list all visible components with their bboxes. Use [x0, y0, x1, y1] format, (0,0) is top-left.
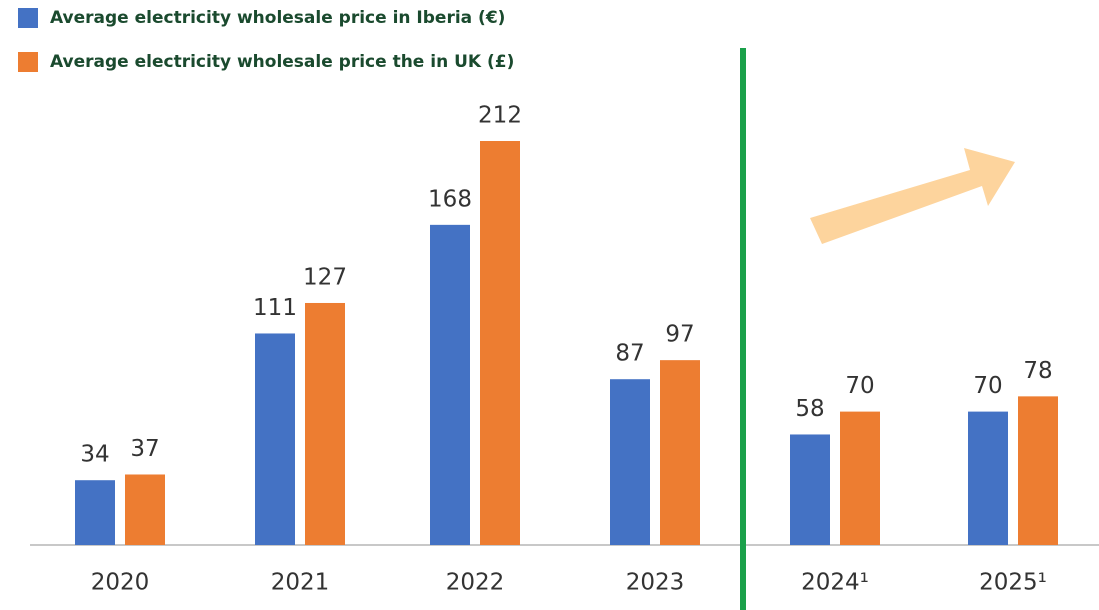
x-tick-label: 2020: [91, 570, 150, 596]
legend-label: Average electricity wholesale price in I…: [50, 8, 505, 28]
bar: [840, 411, 880, 545]
bar: [480, 141, 520, 545]
value-label: 212: [478, 103, 522, 129]
bar: [255, 333, 295, 545]
value-label: 78: [1023, 358, 1052, 384]
bar: [125, 474, 165, 545]
legend-swatch: [18, 8, 38, 28]
bar: [610, 379, 650, 545]
value-label: 97: [665, 322, 694, 348]
value-label: 34: [80, 442, 109, 468]
x-tick-label: 2022: [446, 570, 505, 596]
bar: [1018, 396, 1058, 545]
bar: [660, 360, 700, 545]
value-label: 70: [845, 373, 874, 399]
x-tick-label: 2021: [271, 570, 330, 596]
bar: [75, 480, 115, 545]
trend-arrow: [810, 148, 1015, 244]
value-label: 37: [130, 436, 159, 462]
bar: [305, 302, 345, 545]
value-label: 87: [615, 341, 644, 367]
x-tick-label: 2023: [626, 570, 685, 596]
legend-label: Average electricity wholesale price the …: [50, 52, 514, 72]
x-tick-label: 2024¹: [801, 570, 869, 596]
bar: [968, 411, 1008, 545]
value-label: 58: [795, 396, 824, 422]
value-label: 70: [973, 373, 1002, 399]
legend-swatch: [18, 52, 38, 72]
x-tick-label: 2025¹: [979, 570, 1047, 596]
value-label: 168: [428, 186, 472, 212]
bar: [430, 224, 470, 545]
value-label: 127: [303, 264, 347, 290]
value-label: 111: [253, 295, 297, 321]
bar: [790, 434, 830, 545]
